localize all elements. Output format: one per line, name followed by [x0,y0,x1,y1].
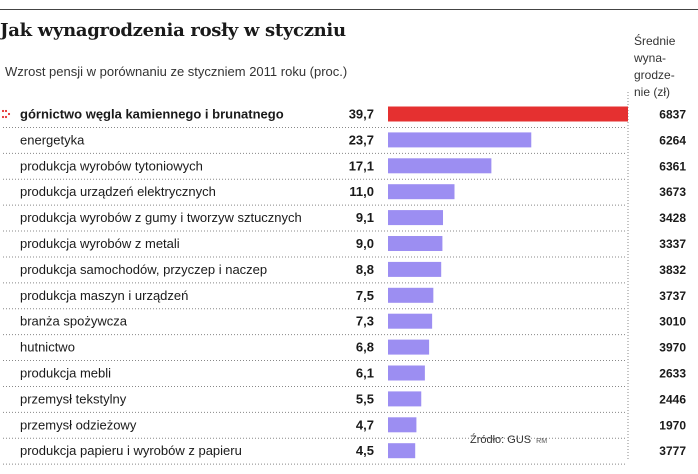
value-label: 7,3 [356,314,374,329]
value-label: 39,7 [349,107,374,122]
salary-header-line: grodze- [634,68,675,82]
dotted-arrow-icon [1,109,11,119]
salary-label: 3832 [659,263,686,277]
salary-label: 3010 [659,315,686,329]
value-label: 17,1 [349,158,374,173]
category-label: produkcja wyrobów tytoniowych [20,158,203,173]
author-signature: RM [536,438,548,445]
salary-label: 2446 [659,392,686,406]
category-label: produkcja urządzeń elektrycznych [20,184,216,199]
salary-header-line: nie (zł) [634,85,671,99]
salary-label: 6361 [659,159,686,173]
salary-label: 1970 [659,418,686,432]
category-label: przemysł tekstylny [20,391,127,406]
value-label: 11,0 [349,184,374,199]
bar [388,391,422,407]
bar [388,261,442,277]
value-label: 4,5 [356,443,374,458]
bar [388,236,443,251]
bar [388,132,532,148]
bar [388,443,416,459]
bar [388,158,492,174]
category-label: produkcja wyrobów z metali [20,236,180,251]
salary-column-header: Średnie wyna- grodze- nie (zł) [634,33,696,101]
top-rule [0,9,698,10]
bar [388,287,434,303]
category-label: produkcja mebli [20,366,111,381]
salary-label: 2633 [659,367,686,381]
category-label: hutnictwo [20,340,75,355]
salary-label: 3777 [659,444,686,458]
category-label: energetyka [20,132,85,147]
value-label: 9,0 [356,236,374,251]
bar [388,365,425,381]
salary-header-line: wyna- [634,51,667,65]
bar [388,106,628,122]
category-label: produkcja wyrobów z gumy i tworzyw sztuc… [20,210,302,225]
salary-label: 3673 [659,185,686,199]
bar [388,210,444,226]
value-label: 8,8 [356,262,374,277]
category-label: produkcja samochodów, przyczep i naczep [20,262,267,277]
category-label: produkcja papieru i wyrobów z papieru [20,443,242,458]
source-note: Źródło: GUS RM [470,434,547,446]
value-label: 9,1 [356,210,374,225]
category-label: produkcja maszyn i urządzeń [20,288,188,303]
value-label: 5,5 [356,391,374,406]
salary-label: 3428 [659,211,686,225]
salary-label: 3737 [659,289,686,303]
salary-header-line: Średnie [634,34,676,48]
bar [388,184,455,200]
value-label: 23,7 [349,132,374,147]
salary-label: 3337 [659,237,686,251]
chart-subtitle: Wzrost pensji w porównaniu ze styczniem … [5,64,348,79]
bar [388,417,417,433]
category-label: górnictwo węgla kamiennego i brunatnego [20,107,284,122]
salary-label: 6264 [659,133,686,147]
bar [388,313,433,329]
value-label: 4,7 [356,417,374,432]
source-text: Źródło: GUS [470,434,532,446]
category-label: branża spożywcza [20,314,128,329]
category-label: przemysł odzieżowy [20,417,137,432]
bar [388,339,430,355]
salary-label: 3970 [659,341,686,355]
chart-title: Jak wynagrodzenia rosły w styczniu [0,20,346,41]
salary-label: 6837 [659,108,686,122]
value-label: 6,8 [356,340,374,355]
value-label: 7,5 [356,288,374,303]
value-label: 6,1 [356,366,374,381]
